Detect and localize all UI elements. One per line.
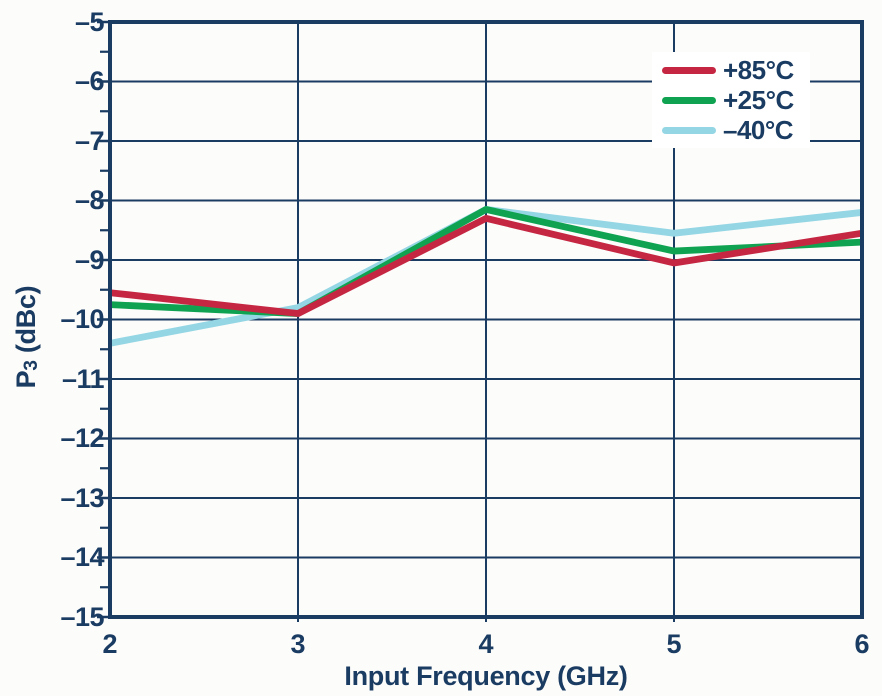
y-tick-label: –8 <box>74 185 105 215</box>
legend-label: +25°C <box>723 84 794 115</box>
y-tick-label: –13 <box>60 482 104 513</box>
y-tick-label: –5 <box>74 6 105 37</box>
y-tick-label: –7 <box>74 125 105 156</box>
series-line-+85°C <box>110 214 862 317</box>
series-lines <box>110 206 862 347</box>
legend-color-swatch-icon <box>662 66 716 74</box>
legend-item: –40°C <box>652 115 810 145</box>
y-tick-label: –6 <box>74 66 105 96</box>
legend-color-swatch-icon <box>662 126 716 134</box>
legend-label: –40°C <box>723 114 794 145</box>
y-axis-title-subscript: 3 <box>21 360 42 371</box>
x-tick-label: 5 <box>666 629 682 659</box>
x-tick-label: 6 <box>854 629 870 659</box>
axis-ticks <box>97 20 675 622</box>
y-tick-label: –11 <box>61 363 105 394</box>
legend: +85°C +25°C –40°C <box>652 52 810 148</box>
series-line-+25°C <box>110 206 862 317</box>
legend-item: +85°C <box>652 55 810 85</box>
y-tick-label: –15 <box>60 601 104 632</box>
x-tick-label: 3 <box>290 629 306 659</box>
y-tick-label: –12 <box>60 423 104 453</box>
legend-color-swatch-icon <box>662 96 716 104</box>
y-tick-label: –9 <box>74 244 105 275</box>
y-tick-label: –10 <box>60 304 104 334</box>
x-tick-label: 4 <box>478 629 494 659</box>
y-tick-label: –14 <box>60 542 104 572</box>
x-axis-title: Input Frequency (GHz) <box>344 661 628 691</box>
x-tick-label: 2 <box>102 629 118 659</box>
y-axis-title-base: P <box>10 370 41 389</box>
y-axis-title-unit: (dBc) <box>10 285 41 361</box>
plot-border <box>108 20 864 619</box>
legend-label: +85°C <box>723 54 794 85</box>
legend-item: +25°C <box>652 85 810 115</box>
